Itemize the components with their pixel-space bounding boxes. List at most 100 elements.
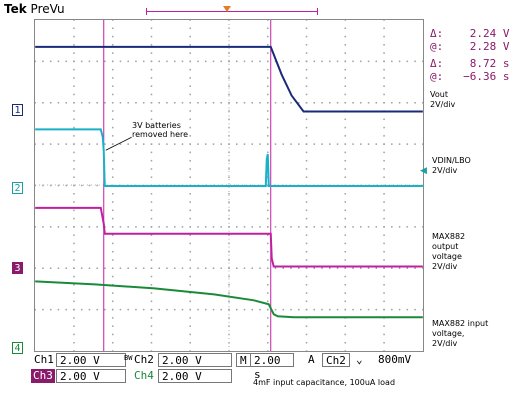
grid-dot	[305, 292, 308, 294]
grid-dot	[305, 242, 308, 245]
grid-dot	[189, 341, 191, 344]
grid-dot	[267, 209, 269, 212]
grid-dot	[197, 102, 199, 104]
grid-dot	[150, 118, 153, 121]
grid-dot	[305, 300, 308, 303]
grid-dot	[73, 118, 75, 121]
grid-dot	[305, 284, 308, 286]
grid-dot	[321, 267, 323, 269]
grid-dot	[57, 267, 60, 269]
grid-dot	[267, 350, 269, 351]
grid-dot	[383, 259, 385, 261]
grid-dot	[189, 176, 191, 178]
ch2-ground-marker[interactable]: 2	[12, 182, 23, 194]
grid-dot	[236, 60, 238, 63]
grid-dot	[329, 267, 331, 269]
trigger-source[interactable]: Ch2	[322, 353, 350, 367]
grid-dot	[42, 308, 44, 311]
grid-dot	[150, 44, 153, 46]
grid-dot	[96, 226, 98, 228]
grid-dot	[111, 341, 114, 344]
grid-dot	[383, 242, 385, 245]
batteries-annotation: 3V batteries removed here	[132, 121, 189, 139]
grid-dot	[73, 217, 75, 220]
grid-dot	[189, 135, 191, 137]
ch3-ground-marker[interactable]: 3	[12, 262, 23, 274]
ch1-scale[interactable]: 2.00 V	[56, 353, 126, 367]
grid-dot	[104, 267, 106, 269]
grid-dot	[267, 217, 269, 220]
grid-dot	[336, 226, 339, 228]
grid-dot	[383, 68, 385, 71]
grid-dot	[80, 184, 83, 187]
grid-dot	[267, 85, 269, 87]
ch1-label-button[interactable]: Ch1	[34, 353, 54, 366]
grid-dot	[80, 143, 83, 145]
grid-dot	[383, 284, 385, 286]
grid-dot	[212, 267, 215, 269]
grid-dot	[189, 209, 191, 212]
grid-dot	[220, 308, 222, 311]
grid-dot	[35, 143, 36, 145]
grid-dot	[189, 35, 191, 38]
grid-dot	[344, 292, 347, 294]
grid-dot	[111, 176, 114, 178]
grid-dot	[383, 118, 385, 121]
grid-dot	[80, 226, 83, 228]
grid-dot	[204, 143, 207, 145]
ch3-scale[interactable]: 2.00 V	[56, 369, 126, 383]
grid-dot	[111, 159, 114, 162]
grid-dot	[298, 60, 300, 63]
grid-dot	[150, 159, 153, 162]
grid-dot	[383, 93, 385, 96]
grid-dot	[80, 102, 83, 104]
ch4-ground-marker[interactable]: 4	[12, 342, 23, 354]
grid-dot	[150, 300, 153, 303]
grid-dot	[104, 143, 106, 145]
grid-dot	[142, 267, 145, 269]
grid-dot	[35, 60, 36, 63]
grid-dot	[127, 60, 129, 63]
grid-dot	[336, 267, 339, 269]
ch2-label-button[interactable]: Ch2	[134, 353, 154, 366]
grid-dot	[189, 226, 191, 228]
grid-dot	[344, 126, 347, 129]
grid-dot	[173, 308, 176, 311]
grid-dot	[189, 193, 191, 195]
grid-dot	[360, 267, 362, 269]
grid-dot	[35, 267, 36, 269]
grid-dot	[150, 20, 153, 21]
grid-dot	[305, 234, 308, 236]
grid-dot	[65, 143, 67, 145]
ch3-label-button[interactable]: Ch3	[31, 369, 55, 383]
grid-dot	[127, 308, 129, 311]
timebase-value[interactable]: 2.00 s	[250, 353, 294, 381]
grid-dot	[111, 193, 114, 195]
grid-dot	[305, 85, 308, 87]
grid-dot	[375, 267, 378, 269]
grid-dot	[73, 250, 75, 253]
grid-dot	[142, 60, 145, 63]
grid-dot	[267, 110, 269, 112]
grid-dot	[251, 143, 254, 145]
grid-dot	[391, 308, 393, 311]
settings-row-1: Ch1 2.00 V BW Ch2 2.00 V M 2.00 s A Ch2 …	[0, 353, 517, 381]
grid-dot	[267, 333, 269, 336]
ch4-label-button[interactable]: Ch4	[134, 369, 154, 382]
grid-dot	[414, 102, 416, 104]
grid-dot	[313, 60, 316, 63]
grid-dot	[267, 126, 269, 129]
grid-dot	[313, 308, 316, 311]
grid-dot	[135, 267, 137, 269]
ch4-scale[interactable]: 2.00 V	[158, 369, 232, 383]
grid-dot	[73, 60, 75, 63]
grid-dot	[344, 350, 347, 351]
grid-dot	[305, 35, 308, 38]
trigger-slope-icon[interactable]: ⌄	[356, 353, 363, 366]
grid-dot	[383, 176, 385, 178]
grid-dot	[73, 234, 75, 236]
ch2-scale[interactable]: 2.00 V	[158, 353, 232, 367]
grid-dot	[189, 308, 191, 311]
trigger-level[interactable]: 800mV	[378, 353, 412, 366]
ch1-ground-marker[interactable]: 1	[12, 104, 23, 116]
